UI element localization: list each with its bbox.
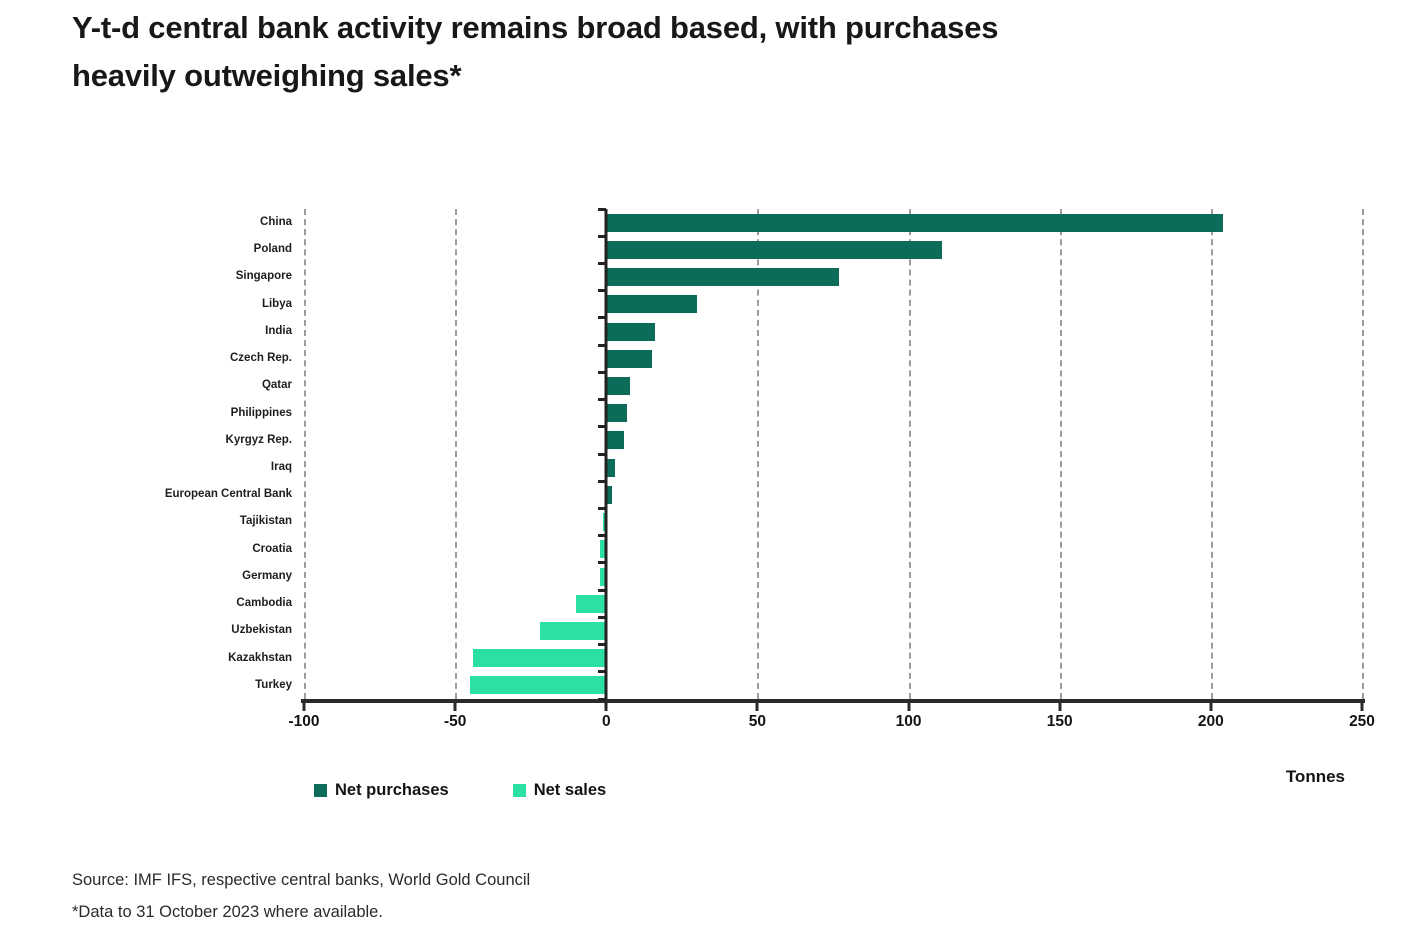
x-tick-label: 50 xyxy=(748,713,767,730)
x-tick-label: 200 xyxy=(1197,713,1224,730)
category-label: Czech Rep. xyxy=(230,352,292,365)
bar-turkey xyxy=(470,676,607,695)
gridline-100 xyxy=(908,209,911,699)
chart-title: Y-t-d central bank activity remains broa… xyxy=(72,4,999,100)
category-label: Kazakhstan xyxy=(228,651,292,664)
category-label: Kyrgyz Rep. xyxy=(225,433,292,446)
category-label: Germany xyxy=(242,569,292,582)
x-axis-tick-100 xyxy=(907,701,911,711)
category-label: Singapore xyxy=(235,270,292,283)
category-label: Qatar xyxy=(261,379,292,392)
y-axis-tick xyxy=(598,261,607,265)
x-axis-unit-label: Tonnes xyxy=(1285,767,1345,786)
bar-iraq xyxy=(606,458,616,477)
y-axis-tick xyxy=(598,561,607,565)
gridline-200 xyxy=(1210,209,1213,699)
bar-croatia xyxy=(600,540,607,559)
y-axis-tick xyxy=(598,479,607,483)
x-axis-line xyxy=(301,699,1365,703)
legend-swatch-icon xyxy=(512,784,526,797)
plot-area xyxy=(301,207,1365,711)
bar-czech-rep xyxy=(606,349,652,368)
y-axis-tick xyxy=(598,398,607,402)
category-label: Poland xyxy=(253,243,292,256)
bar-tajikistan xyxy=(603,513,607,532)
y-axis-tick xyxy=(598,643,607,647)
source-text: Source: IMF IFS, respective central bank… xyxy=(72,871,531,889)
gridline-150 xyxy=(1059,209,1062,699)
chart-title-line-1: Y-t-d central bank activity remains broa… xyxy=(72,10,999,45)
y-axis-tick xyxy=(598,425,607,429)
y-axis-category-labels: China Poland Singapore Libya India Czech Rep.… xyxy=(72,209,292,699)
category-label: Turkey xyxy=(255,678,292,691)
y-axis-tick xyxy=(598,588,607,592)
x-axis-tick-200 xyxy=(1209,701,1213,711)
bar-kyrgyz-rep xyxy=(606,431,625,450)
bar-germany xyxy=(600,567,607,586)
legend-label: Net sales xyxy=(533,781,607,799)
gridline-250 xyxy=(1362,209,1364,699)
legend-swatch-icon xyxy=(314,784,327,797)
category-label: Croatia xyxy=(252,542,292,555)
x-axis-tick--100 xyxy=(302,701,306,711)
category-label: Uzbekistan xyxy=(231,624,292,637)
y-axis-tick xyxy=(598,234,607,238)
x-axis-tick-150 xyxy=(1058,701,1062,711)
bar-chart: China Poland Singapore Libya India Czech Rep.… xyxy=(72,207,1375,730)
bar-singapore xyxy=(606,268,840,287)
y-axis-tick xyxy=(598,370,607,374)
y-axis-tick xyxy=(598,343,607,347)
y-axis-tick xyxy=(598,534,607,538)
category-label: India xyxy=(265,324,292,337)
footnote-text: *Data to 31 October 2023 where available… xyxy=(72,903,383,921)
bar-uzbekistan xyxy=(539,621,607,640)
y-axis-tick xyxy=(598,207,607,211)
x-tick-label: -50 xyxy=(443,713,467,730)
bar-kazakhstan xyxy=(473,649,607,668)
category-label: Libya xyxy=(261,297,292,310)
y-axis-tick xyxy=(598,670,607,674)
x-tick-label: 100 xyxy=(895,713,922,730)
chart-footer: Source: IMF IFS, respective central bank… xyxy=(72,864,530,928)
y-axis-tick xyxy=(598,697,607,701)
category-label: European Central Bank xyxy=(164,488,292,501)
x-tick-label: -100 xyxy=(288,713,320,730)
zero-axis-line xyxy=(604,209,608,708)
x-tick-label: 250 xyxy=(1349,713,1375,730)
legend-label: Net purchases xyxy=(335,781,449,799)
bar-libya xyxy=(606,295,697,314)
chart-legend: Net purchases Net sales xyxy=(314,781,606,800)
bar-cambodia xyxy=(576,594,607,613)
bar-china xyxy=(606,213,1223,232)
y-axis-tick xyxy=(598,289,607,293)
x-axis-tick-250 xyxy=(1360,701,1364,711)
x-tick-label: 0 xyxy=(601,713,611,730)
legend-item-net-purchases: Net purchases xyxy=(314,781,449,800)
category-label: Philippines xyxy=(230,406,292,419)
y-axis-tick xyxy=(598,452,607,456)
bar-poland xyxy=(606,240,942,259)
bar-india xyxy=(606,322,655,341)
category-label: Iraq xyxy=(270,461,292,473)
legend-item-net-sales: Net sales xyxy=(512,781,607,800)
category-label: Cambodia xyxy=(236,597,292,610)
chart-title-line-2: heavily outweighing sales* xyxy=(72,58,462,93)
y-axis-tick xyxy=(598,316,607,320)
gridline-50 xyxy=(757,209,760,699)
x-axis-tick-50 xyxy=(755,701,759,711)
y-axis-tick xyxy=(598,506,607,510)
gridline--100 xyxy=(304,209,306,699)
bar-european-central-bank xyxy=(606,485,613,504)
category-label: Tajikistan xyxy=(239,515,292,528)
x-axis-tick--50 xyxy=(453,701,457,711)
y-axis-tick xyxy=(598,615,607,619)
x-axis-tick-labels: -100 -50 0 50 100 150 200 250 xyxy=(288,713,1374,735)
bar-qatar xyxy=(606,376,631,395)
category-label: China xyxy=(260,216,292,228)
gridline--50 xyxy=(455,209,458,699)
bar-philippines xyxy=(606,404,628,423)
x-tick-label: 150 xyxy=(1046,713,1073,730)
